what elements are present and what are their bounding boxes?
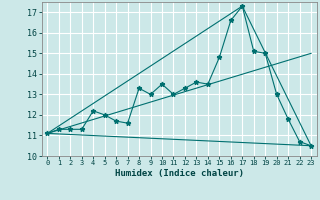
X-axis label: Humidex (Indice chaleur): Humidex (Indice chaleur) — [115, 169, 244, 178]
